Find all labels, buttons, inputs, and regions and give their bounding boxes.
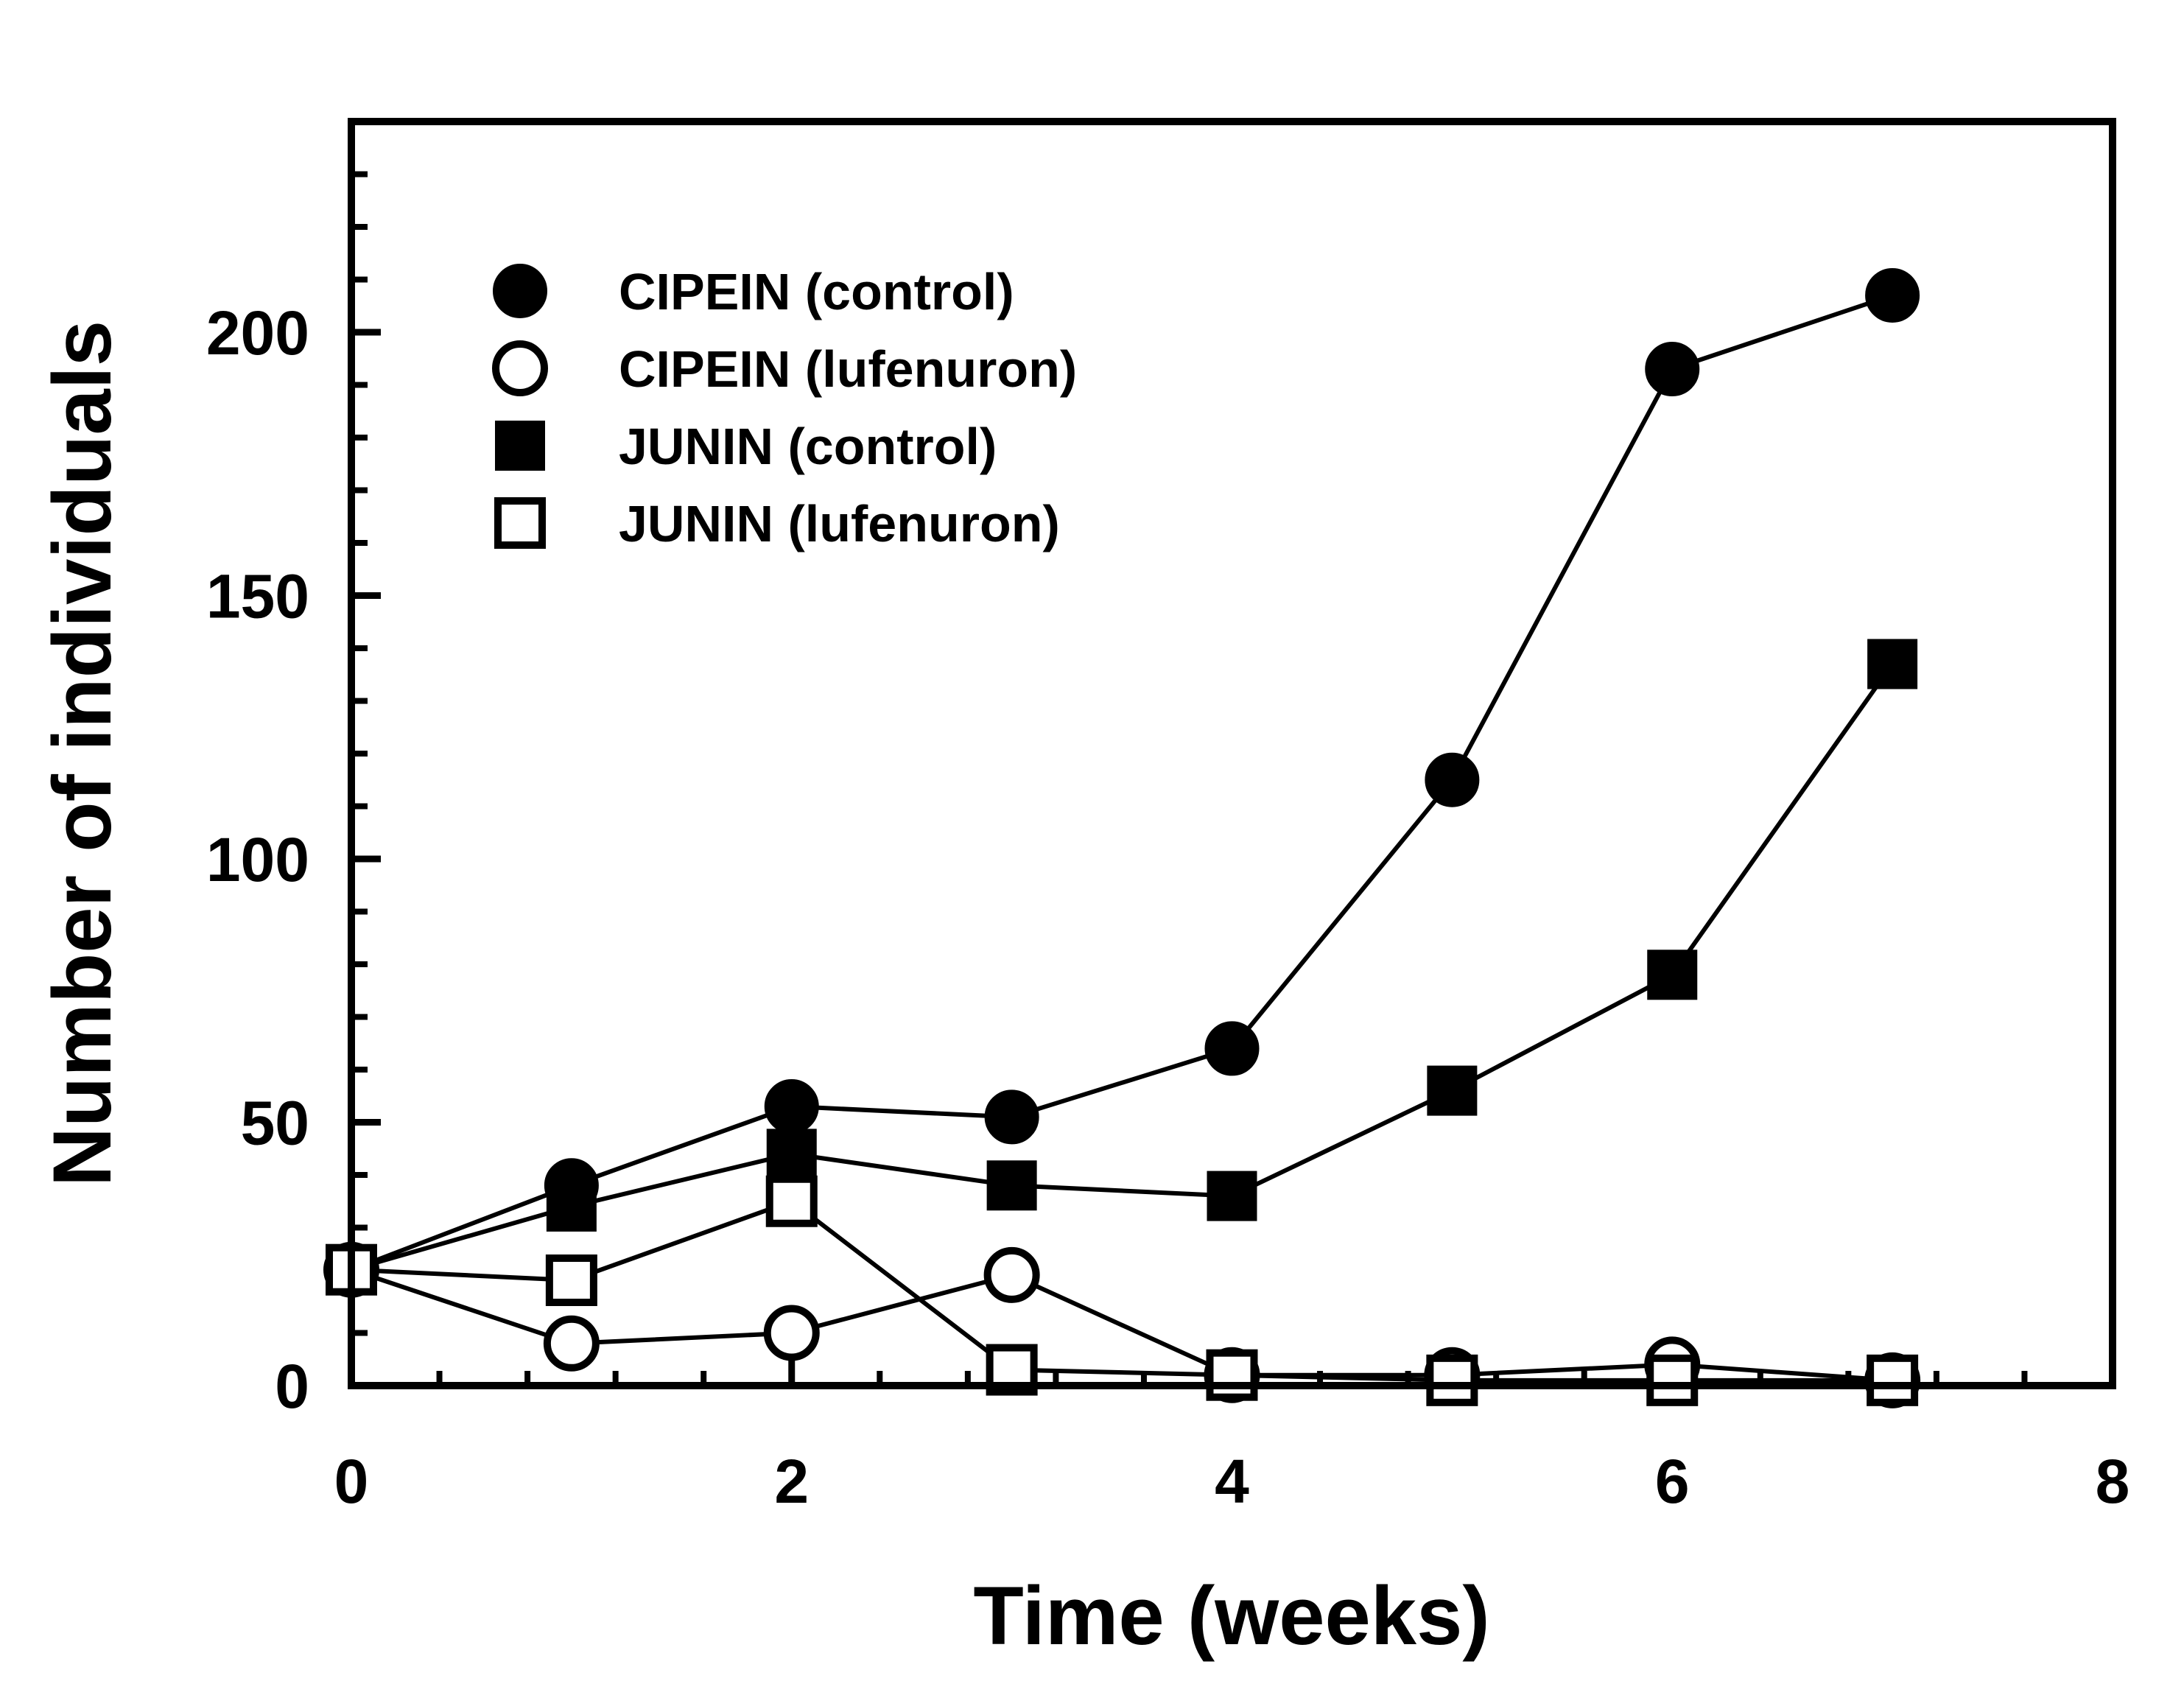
y-tick-label: 150	[206, 562, 309, 631]
data-point-series-4	[1867, 1354, 1919, 1406]
data-point-series-4	[1426, 1354, 1478, 1406]
series-lines	[350, 293, 1895, 1383]
series-line-3	[351, 662, 1895, 1272]
data-point-series-3	[986, 1160, 1037, 1211]
data-point-series-3	[1427, 1065, 1478, 1116]
data-point-series-1	[1865, 267, 1920, 323]
x-tick-label: 6	[1655, 1447, 1690, 1516]
y-tick-labels: 0 50 100 150 200	[206, 298, 309, 1421]
data-point-series-1	[1204, 1021, 1260, 1076]
data-point-series-1	[1645, 342, 1700, 397]
data-point-series-4	[765, 1175, 818, 1227]
x-tick-label: 4	[1215, 1447, 1249, 1516]
data-point-series-4	[1646, 1354, 1699, 1406]
plot-frame	[348, 118, 2116, 1389]
data-point-series-3	[546, 1181, 597, 1232]
legend-item: CIPEIN (lufenuron)	[492, 340, 1077, 398]
legend-label: JUNIN (lufenuron)	[619, 495, 1060, 552]
legend-marker	[493, 264, 547, 318]
legend-marker	[495, 421, 545, 471]
data-point-series-4	[545, 1254, 597, 1306]
major-ticks	[348, 329, 2116, 1389]
data-point-series-4	[1206, 1349, 1258, 1401]
series-layer	[323, 267, 1921, 1408]
legend-marker	[494, 497, 546, 549]
x-tick-label: 0	[334, 1447, 369, 1516]
data-point-series-3	[1647, 950, 1698, 1000]
legend-item: JUNIN (control)	[495, 418, 997, 475]
data-point-series-3	[766, 1129, 817, 1179]
y-tick-label: 100	[206, 825, 309, 894]
y-tick-label: 200	[206, 298, 309, 368]
data-point-series-2	[543, 1315, 600, 1372]
data-point-series-2	[983, 1246, 1040, 1303]
x-tick-labels: 0 2 4 6 8	[334, 1447, 2130, 1516]
data-point-series-1	[984, 1089, 1039, 1145]
legend-label: CIPEIN (lufenuron)	[619, 340, 1077, 398]
legend-item: JUNIN (lufenuron)	[494, 495, 1060, 552]
data-point-series-3	[1207, 1171, 1257, 1221]
series-markers	[323, 267, 1921, 1408]
data-point-series-1	[1425, 752, 1480, 807]
data-point-series-2	[763, 1305, 820, 1361]
y-axis-title: Number of individuals	[36, 320, 128, 1187]
legend: CIPEIN (control) CIPEIN (lufenuron) JUNIN …	[492, 263, 1077, 552]
y-tick-label: 0	[275, 1352, 309, 1421]
series-line-4	[351, 1199, 1893, 1383]
x-tick-label: 2	[774, 1447, 809, 1516]
series-line-1	[350, 293, 1894, 1272]
series-line-2	[351, 1267, 1893, 1383]
minor-ticks	[351, 171, 2028, 1386]
y-tick-label: 50	[241, 1089, 309, 1158]
legend-item: CIPEIN (control)	[493, 263, 1014, 320]
legend-label: JUNIN (control)	[619, 418, 997, 475]
data-point-series-1	[764, 1079, 819, 1134]
x-axis-title: Time (weeks)	[973, 1570, 1489, 1662]
legend-label: CIPEIN (control)	[619, 263, 1014, 320]
x-tick-label: 8	[2096, 1447, 2130, 1516]
legend-marker	[492, 340, 548, 396]
data-point-series-3	[1867, 639, 1918, 689]
